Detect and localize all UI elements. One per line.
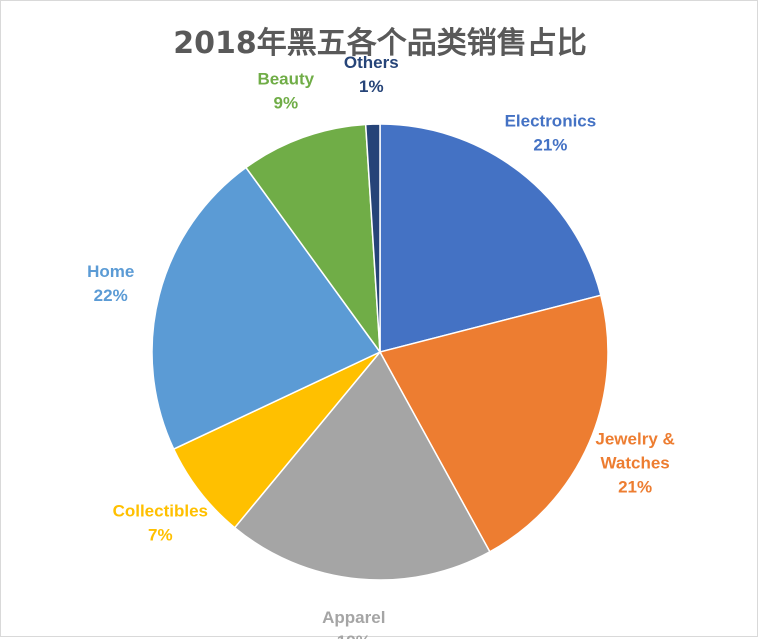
data-label-electronics: Electronics 21% xyxy=(505,111,597,154)
pie-slice-others xyxy=(364,123,381,353)
pie-slice-jewelry-watches xyxy=(378,294,609,553)
data-label-collectibles: Collectibles 7% xyxy=(113,501,208,544)
data-label-jewelry-watches: Jewelry & Watches 21% xyxy=(595,429,674,496)
pie-slice-electronics xyxy=(379,123,602,353)
data-label-apparel: Apparel19% xyxy=(322,608,385,639)
data-label-home: Home 22% xyxy=(87,262,134,305)
data-label-others: Others 1% xyxy=(344,53,399,96)
pie-slice-beauty xyxy=(244,123,381,355)
data-label-beauty: Beauty 9% xyxy=(257,69,314,112)
pie-slice-home xyxy=(151,166,382,451)
pie-slice-apparel xyxy=(233,350,491,581)
chart-title: 2018年黑五各个品类销售占比 xyxy=(173,26,587,61)
